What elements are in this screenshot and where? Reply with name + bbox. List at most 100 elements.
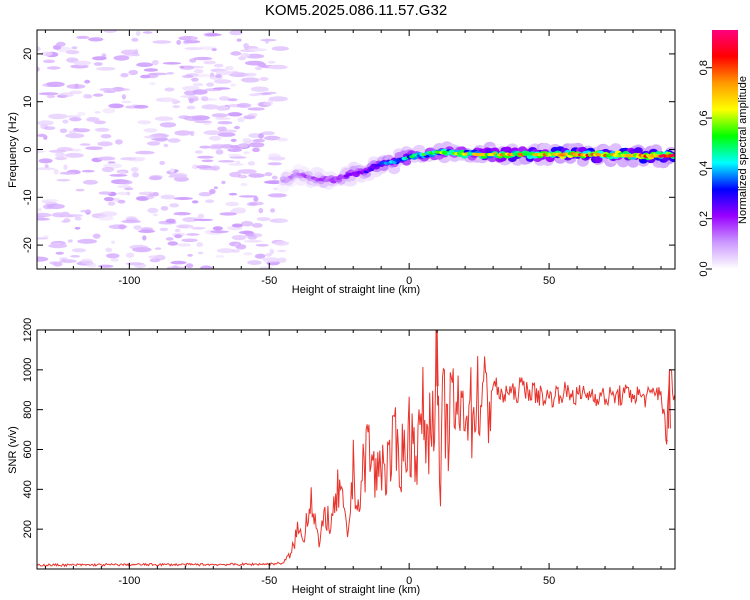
- noise-blob: [56, 178, 71, 182]
- snr-x-label: Height of straight line (km): [292, 584, 420, 596]
- noise-blob: [131, 37, 139, 42]
- noise-blob: [128, 69, 139, 76]
- noise-blob: [159, 227, 169, 232]
- colorbar-ticks: 0.0 0.2 0.4 0.6 0.8: [698, 60, 712, 277]
- noise-blob: [43, 235, 49, 238]
- noise-blob: [37, 134, 46, 137]
- noise-blob: [243, 151, 250, 155]
- colorbar-tick-label: 0.8: [698, 60, 710, 75]
- noise-blob: [82, 179, 98, 185]
- noise-blob: [148, 72, 168, 76]
- noise-blob: [217, 126, 227, 132]
- ridge-cell: [593, 156, 603, 164]
- noise-blob: [107, 201, 116, 206]
- noise-blob: [59, 171, 76, 175]
- noise-blob: [206, 82, 215, 87]
- noise-blob: [235, 244, 247, 250]
- noise-blob: [132, 247, 152, 253]
- noise-blob: [261, 131, 275, 136]
- noise-blob: [66, 57, 79, 63]
- noise-blob: [240, 182, 248, 187]
- noise-blob: [177, 243, 192, 247]
- noise-blob: [124, 187, 134, 191]
- noise-blob: [238, 230, 255, 235]
- colorbar-label: Normalized spectral amplitude: [737, 76, 749, 224]
- noise-blob: [237, 169, 257, 174]
- noise-blob: [103, 197, 114, 202]
- spectrogram-x-tick-label: 0: [406, 275, 412, 287]
- noise-blob: [54, 156, 67, 161]
- noise-blob: [237, 116, 245, 123]
- noise-blob: [227, 112, 243, 117]
- snr-x-tick-label: 0: [406, 575, 412, 587]
- noise-blob: [213, 63, 224, 68]
- noise-blob: [37, 217, 50, 221]
- noise-blob: [217, 132, 236, 137]
- noise-blob: [176, 40, 182, 45]
- noise-blob: [175, 224, 194, 229]
- noise-blob: [200, 96, 209, 102]
- noise-blob: [63, 164, 68, 170]
- noise-blob: [249, 142, 265, 148]
- noise-blob: [138, 229, 156, 233]
- noise-blob: [186, 105, 196, 110]
- spectrogram-y-label: Frequency (Hz): [7, 112, 19, 188]
- noise-blob: [92, 233, 101, 239]
- noise-blob: [258, 133, 264, 139]
- noise-blob: [146, 141, 161, 146]
- noise-blob: [188, 98, 194, 104]
- noise-blob: [233, 125, 240, 130]
- noise-blob: [208, 135, 222, 141]
- noise-blob: [48, 243, 68, 249]
- noise-blob: [196, 242, 204, 248]
- noise-blob: [197, 251, 204, 255]
- snr-frame: [36, 329, 676, 570]
- spectrogram-ticks: -100 -50 0 50 20 10 0 -10 -20: [22, 30, 675, 287]
- noise-blob: [131, 53, 140, 57]
- noise-blob: [143, 68, 159, 72]
- snr-ticks: -100 -50 0 50 200 400 600 800 1000 1200: [22, 318, 675, 587]
- noise-blob: [37, 207, 42, 212]
- noise-blob: [253, 113, 258, 116]
- noise-blob: [160, 206, 169, 211]
- noise-blob: [66, 115, 82, 118]
- noise-blob: [229, 171, 242, 178]
- noise-blob: [159, 122, 177, 128]
- noise-blob: [65, 50, 80, 55]
- noise-blob: [152, 40, 172, 44]
- noise-blob: [118, 180, 133, 185]
- noise-blob: [243, 240, 263, 243]
- noise-blob: [182, 217, 198, 223]
- noise-blob: [172, 265, 179, 269]
- noise-blob: [213, 186, 218, 189]
- noise-blob: [217, 121, 233, 125]
- noise-blob: [229, 30, 243, 36]
- noise-blob: [48, 149, 67, 153]
- noise-blob: [173, 212, 191, 216]
- snr-y-tick-label: 1000: [22, 358, 34, 382]
- noise-blob: [142, 31, 153, 34]
- noise-blob: [61, 220, 67, 223]
- noise-blob: [211, 113, 229, 118]
- noise-blob: [121, 100, 132, 104]
- noise-blob: [44, 164, 49, 168]
- noise-blob: [109, 174, 128, 177]
- noise-blob: [37, 66, 40, 72]
- noise-blob: [210, 230, 229, 234]
- noise-blob: [46, 66, 61, 70]
- noise-blob: [268, 153, 281, 159]
- noise-blob: [258, 208, 264, 214]
- noise-blob: [121, 94, 126, 100]
- noise-blob: [59, 128, 68, 134]
- noise-blob: [67, 239, 73, 243]
- noise-blob: [267, 162, 282, 166]
- noise-blob: [184, 47, 203, 51]
- noise-blob: [155, 97, 176, 102]
- noise-blob: [215, 255, 225, 258]
- noise-blob: [111, 240, 116, 244]
- noise-blob: [105, 247, 113, 253]
- noise-blob: [148, 193, 154, 197]
- noise-blob: [149, 175, 163, 179]
- noise-blob: [37, 212, 52, 218]
- noise-blob: [101, 53, 107, 58]
